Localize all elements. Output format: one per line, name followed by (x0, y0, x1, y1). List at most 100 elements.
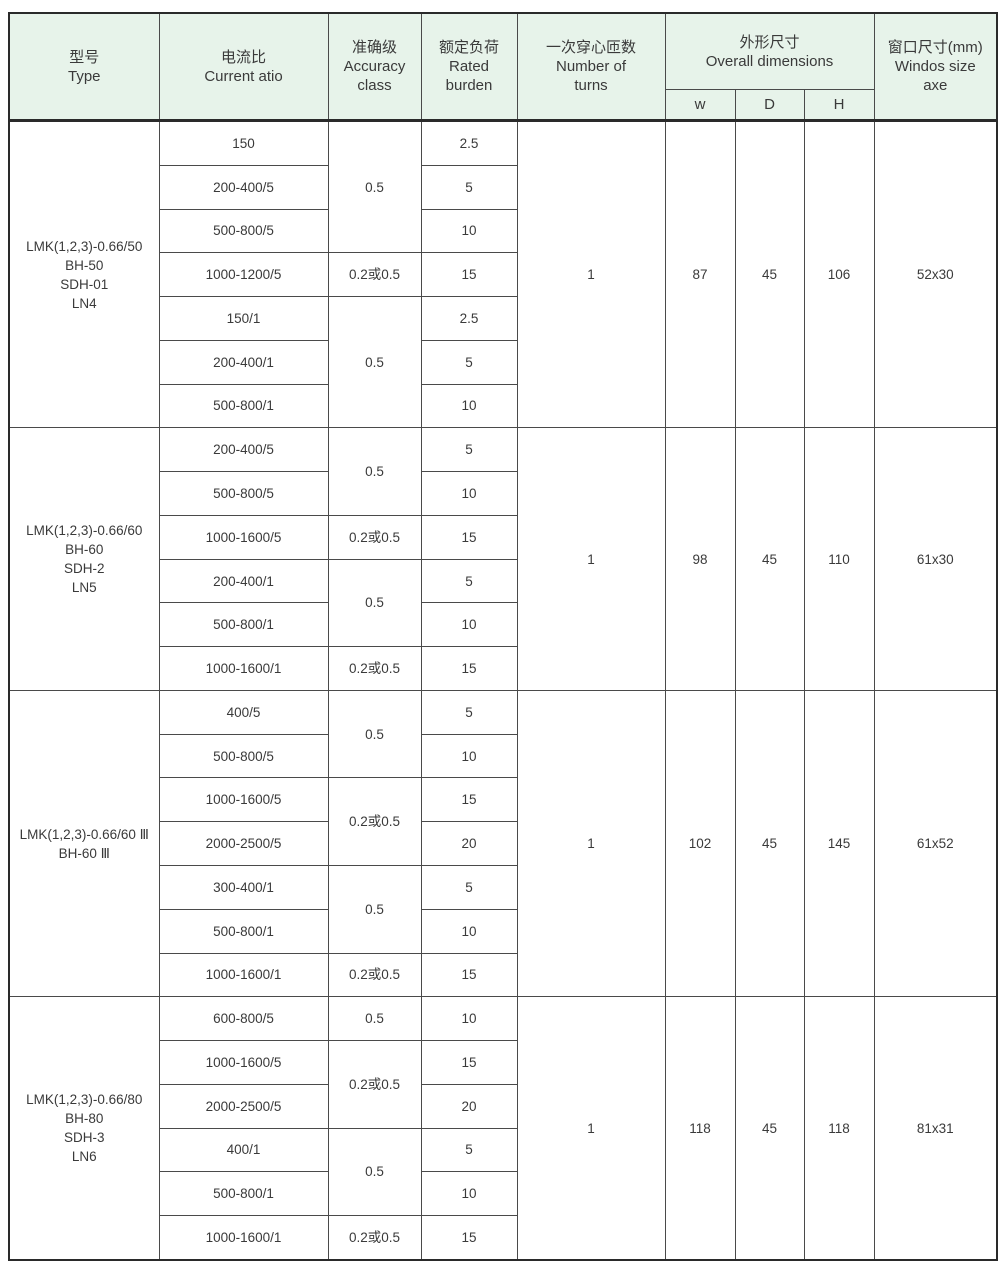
header-type-zh: 型号 (69, 48, 100, 66)
spec-table: 型号 Type 电流比 Current atio 准确级 Accuracy class … (8, 12, 999, 1261)
dim-d-cell: 45 (734, 689, 805, 998)
ratio-cell: 500-800/5 (158, 733, 329, 779)
accuracy-cell: 0.5 (327, 1127, 422, 1217)
burden-cell: 5 (420, 164, 518, 210)
type-line: BH-80 (65, 1111, 104, 1127)
ratio-cell: 1000-1600/5 (158, 1040, 329, 1085)
header-dims: 外形尺寸 Overall dimensions (664, 12, 875, 90)
dim-w-cell: 87 (664, 119, 736, 429)
burden-cell: 10 (420, 996, 518, 1042)
type-cell: LMK(1,2,3)-0.66/60 Ⅲ BH-60 Ⅲ (8, 689, 160, 998)
window-cell: 61x30 (873, 427, 998, 691)
type-line: LN4 (71, 295, 97, 311)
window-cell: 52x30 (873, 119, 998, 429)
dim-d-cell: 45 (734, 996, 805, 1261)
table-row: 2000-2500/5 20 (9, 1083, 997, 1129)
ratio-cell: 300-400/1 (158, 865, 329, 910)
ratio-cell: 1000-1600/1 (158, 952, 329, 998)
header-turns-en1: Number of (555, 58, 627, 75)
table-row: 2000-2500/5 20 (9, 821, 997, 867)
ratio-cell: 1000-1600/1 (158, 646, 329, 691)
type-line: BH-60 Ⅲ (58, 845, 110, 861)
burden-cell: 5 (420, 689, 518, 735)
header-window-en2: axe (923, 77, 948, 94)
type-line: LMK(1,2,3)-0.66/60 (26, 523, 143, 539)
burden-cell: 15 (420, 777, 518, 823)
accuracy-cell: 0.2或0.5 (327, 646, 422, 691)
header-ratio-en: Current atio (204, 67, 283, 85)
turns-cell: 1 (516, 996, 666, 1261)
burden-cell: 20 (420, 821, 518, 867)
burden-cell: 15 (420, 646, 518, 691)
accuracy-cell: 0.5 (327, 427, 422, 516)
turns-cell: 1 (516, 119, 666, 429)
accuracy-cell: 0.2或0.5 (327, 777, 422, 867)
accuracy-cell: 0.2或0.5 (327, 952, 422, 998)
header-accuracy-en2: class (357, 77, 392, 94)
table-row: 1000-1200/5 0.2或0.5 15 (9, 252, 997, 298)
burden-cell: 20 (420, 1083, 518, 1129)
table-row: 500-800/1 10 (9, 602, 997, 648)
burden-cell: 10 (420, 1171, 518, 1217)
ratio-cell: 2000-2500/5 (158, 1083, 329, 1129)
ratio-cell: 200-400/1 (158, 558, 329, 604)
burden-cell: 5 (420, 558, 518, 604)
dim-h-cell: 118 (803, 996, 875, 1261)
burden-cell: 10 (420, 908, 518, 954)
table-body: LMK(1,2,3)-0.66/50 BH-50 SDH-01 LN4 150 0.5 2.… (8, 119, 998, 1261)
ratio-cell: 500-800/5 (158, 471, 329, 516)
header-ratio: 电流比 Current atio (158, 12, 329, 122)
dim-h-cell: 106 (803, 119, 875, 429)
table-row: 200-400/1 5 (9, 339, 997, 385)
burden-cell: 10 (420, 383, 518, 429)
header-burden: 额定负荷 Rated burden (420, 12, 518, 122)
dim-d-cell: 45 (734, 119, 805, 429)
ratio-cell: 1000-1600/5 (158, 777, 329, 823)
table-row: 500-800/5 10 (9, 733, 997, 779)
table-row: 300-400/1 0.5 5 (9, 865, 997, 954)
type-cell: LMK(1,2,3)-0.66/60 BH-60 SDH-2 LN5 (8, 427, 160, 691)
header-turns-zh: 一次穿心匝数 (545, 39, 636, 56)
dim-h-cell: 110 (803, 427, 875, 691)
ratio-cell: 200-400/5 (158, 427, 329, 473)
table-row: 500-800/5 10 (9, 208, 997, 254)
burden-cell: 5 (420, 339, 518, 385)
ratio-cell: 500-800/1 (158, 908, 329, 954)
table-row: LMK(1,2,3)-0.66/80 BH-80 SDH-3 LN6 600-800/5… (8, 996, 998, 1261)
accuracy-cell: 0.2或0.5 (327, 1215, 422, 1261)
burden-cell: 15 (420, 252, 518, 298)
burden-cell: 5 (420, 865, 518, 910)
header-window: 窗口尺寸(mm) Windos size axe (873, 12, 998, 122)
type-line: BH-60 (65, 542, 104, 558)
ratio-cell: 150/1 (158, 296, 329, 341)
ratio-cell: 600-800/5 (158, 996, 329, 1042)
header-dim-h: H (803, 89, 875, 122)
burden-cell: 10 (420, 208, 518, 254)
header-dims-en: Overall dimensions (705, 52, 834, 70)
table-row: LMK(1,2,3)-0.66/60 Ⅲ BH-60 Ⅲ 400/5 0.5 5 1 102… (8, 689, 998, 998)
header-type-en: Type (67, 67, 101, 85)
ratio-cell: 200-400/5 (158, 164, 329, 210)
header-window-zh: 窗口尺寸(mm) (887, 39, 983, 56)
header-dim-d: D (734, 89, 805, 122)
burden-cell: 15 (420, 952, 518, 998)
accuracy-cell: 0.5 (327, 865, 422, 954)
header-burden-en2: burden (445, 77, 493, 94)
header-dim-w: w (664, 89, 736, 122)
type-line: LN6 (71, 1149, 97, 1165)
type-line: LMK(1,2,3)-0.66/50 (26, 238, 143, 254)
ratio-cell: 1000-1200/5 (158, 252, 329, 298)
header-accuracy-zh: 准确级 (351, 39, 397, 56)
burden-cell: 10 (420, 471, 518, 516)
header-accuracy-en1: Accuracy (343, 58, 406, 75)
burden-cell: 10 (420, 602, 518, 648)
table-row: 200-400/5 5 (9, 164, 997, 210)
window-cell: 61x52 (873, 689, 998, 998)
burden-cell: 15 (420, 514, 518, 560)
table-header: 型号 Type 电流比 Current atio 准确级 Accuracy class … (8, 12, 998, 122)
ratio-cell: 500-800/1 (158, 383, 329, 429)
type-line: SDH-2 (63, 561, 105, 577)
accuracy-cell: 0.5 (327, 119, 422, 254)
table-row: 500-800/1 10 (9, 908, 997, 954)
ratio-cell: 500-800/1 (158, 602, 329, 648)
